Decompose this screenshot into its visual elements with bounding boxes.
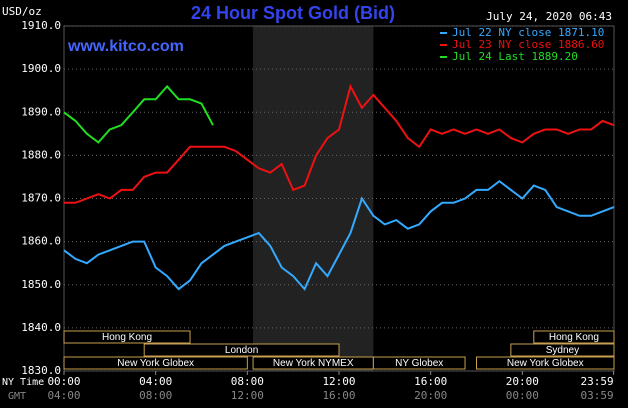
session-box — [533, 330, 615, 344]
gmt-tick-label: 08:00 — [139, 389, 172, 402]
site-label: www.kitco.com — [67, 38, 184, 55]
y-tick-label: 1840.0 — [21, 321, 61, 334]
y-tick-label: 1890.0 — [21, 105, 61, 118]
gmt-tick-label: 04:00 — [47, 389, 80, 402]
y-axis-label: USD/oz — [2, 5, 42, 18]
series-line — [63, 179, 615, 291]
x2-axis-label: GMT — [8, 391, 26, 402]
shaded-band — [253, 26, 374, 371]
y-tick-label: 1900.0 — [21, 62, 61, 75]
session-box — [143, 343, 340, 357]
chart-title: 24 Hour Spot Gold (Bid) — [191, 3, 395, 23]
session-box — [510, 343, 615, 357]
timestamp: July 24, 2020 06:43 — [486, 10, 612, 23]
x-tick-label: 12:00 — [322, 375, 355, 388]
x-tick-label: 08:00 — [231, 375, 264, 388]
x-axis-label: NY Time — [2, 377, 44, 388]
session-label: Hong Kong — [549, 332, 599, 343]
x-tick-label: 00:00 — [47, 375, 80, 388]
session-box — [476, 356, 615, 370]
session-label: London — [225, 345, 258, 356]
session-label: New York Globex — [117, 358, 194, 369]
gmt-tick-label: 03:59 — [580, 389, 613, 402]
session-box — [63, 356, 248, 370]
y-tick-label: 1910.0 — [21, 19, 61, 32]
session-label: New York Globex — [507, 358, 584, 369]
session-box — [372, 356, 466, 370]
session-label: NY Globex — [395, 358, 443, 369]
x-tick-label: 20:00 — [506, 375, 539, 388]
x-tick-label: 23:59 — [580, 375, 613, 388]
y-tick-label: 1880.0 — [21, 148, 61, 161]
y-tick-label: 1870.0 — [21, 192, 61, 205]
x-tick-label: 16:00 — [414, 375, 447, 388]
session-label: New York NYMEX — [273, 358, 354, 369]
gmt-tick-label: 20:00 — [414, 389, 447, 402]
session-label: Hong Kong — [102, 332, 152, 343]
session-box — [63, 330, 191, 344]
y-tick-label: 1830.0 — [21, 364, 61, 377]
y-tick-label: 1860.0 — [21, 235, 61, 248]
series-line — [64, 83, 615, 204]
legend-entry: Jul 24 Last 1889.20 — [452, 50, 578, 63]
legend-entry: Jul 22 NY close 1871.10 — [452, 26, 604, 39]
legend-entry: Jul 23 NY close 1886.60 — [452, 38, 604, 51]
y-tick-label: 1850.0 — [21, 278, 61, 291]
x-tick-label: 04:00 — [139, 375, 172, 388]
gmt-tick-label: 12:00 — [231, 389, 264, 402]
gmt-tick-label: 16:00 — [322, 389, 355, 402]
session-label: Sydney — [546, 345, 579, 356]
gmt-tick-label: 00:00 — [506, 389, 539, 402]
series-line — [63, 84, 214, 144]
